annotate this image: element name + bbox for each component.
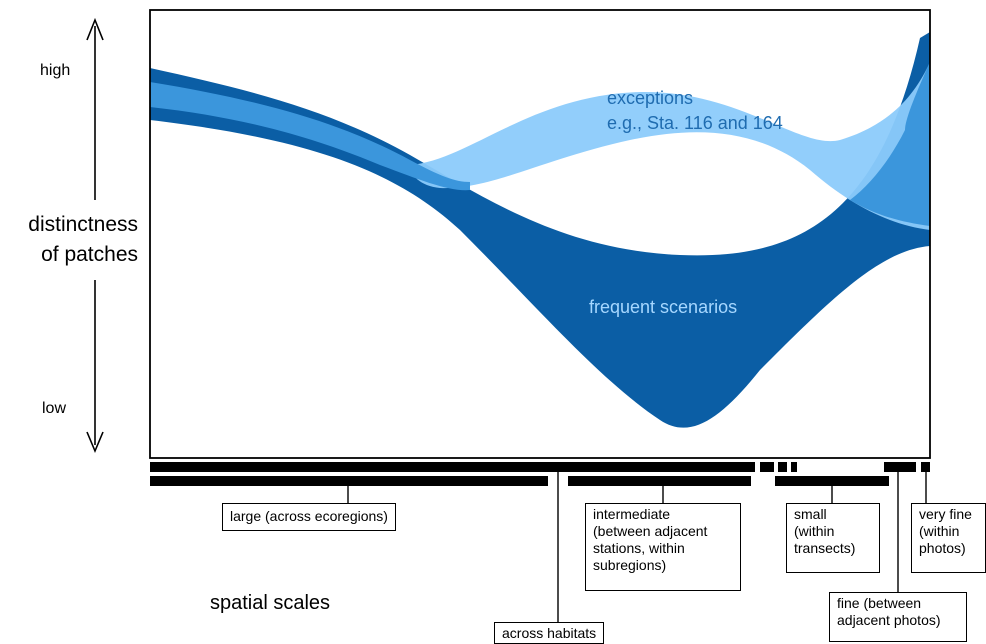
exceptions-label: exceptions e.g., Sta. 116 and 164 (607, 88, 783, 133)
small-scale-box: small (within transects) (786, 503, 880, 573)
down-arrow-icon (86, 280, 104, 454)
bar-fine (884, 462, 916, 472)
fine-scale-box: fine (between adjacent photos) (829, 592, 967, 642)
bar-large (150, 476, 548, 486)
shared-band (150, 82, 470, 191)
bands-group (150, 32, 930, 428)
bar-intermediate (568, 476, 751, 486)
high-label: high (40, 62, 71, 79)
bar-segment-2 (778, 462, 787, 472)
bar-across-habitats (150, 462, 755, 472)
very-fine-scale-box: very fine (within photos) (911, 503, 986, 573)
plot-frame (149, 9, 931, 459)
bar-segment-1 (760, 462, 774, 472)
scale-bars (150, 462, 930, 486)
bar-very-fine (921, 462, 930, 472)
bar-small (775, 476, 889, 486)
low-label: low (42, 400, 67, 417)
frequent-scenarios-label: frequent scenarios (589, 297, 738, 317)
across-habitats-box: across habitats (494, 622, 605, 644)
bar-segment-3 (791, 462, 797, 472)
connectors (347, 472, 927, 622)
large-scale-box: large (across ecoregions) (222, 503, 396, 531)
spatial-scales-title: spatial scales (210, 592, 331, 614)
overlap-band-right (850, 62, 930, 226)
up-arrow-icon (86, 17, 104, 200)
y-axis-label: distinctness of patches (28, 213, 138, 266)
frequent-scenarios-band (150, 32, 930, 428)
intermediate-scale-box: intermediate (between adjacent stations,… (585, 503, 741, 591)
